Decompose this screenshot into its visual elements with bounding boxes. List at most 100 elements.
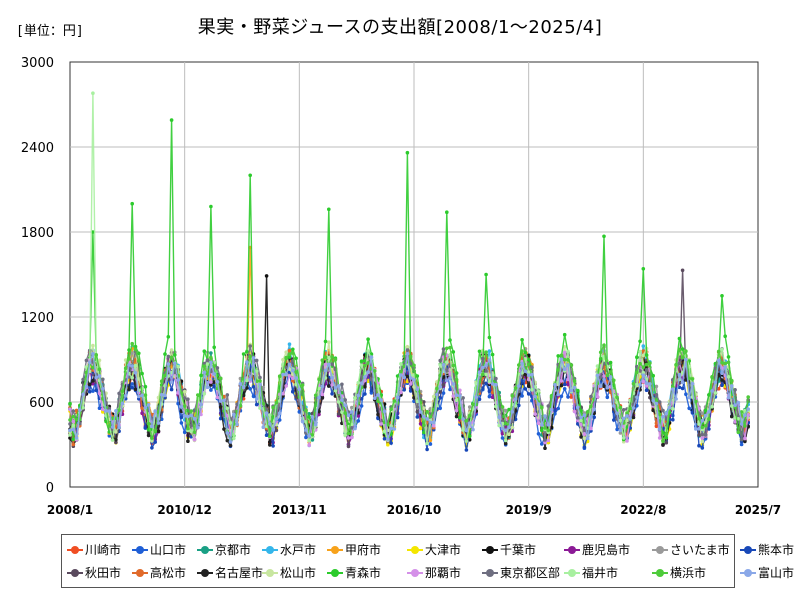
data-point — [313, 422, 318, 427]
data-point — [730, 378, 734, 383]
data-point — [209, 360, 213, 365]
legend-label: 松山市 — [280, 566, 317, 580]
data-point — [733, 403, 737, 408]
data-point — [605, 385, 610, 390]
data-point — [91, 379, 95, 383]
data-point — [304, 428, 308, 432]
data-point — [228, 440, 233, 444]
data-point — [507, 425, 511, 430]
data-point — [140, 393, 144, 398]
data-point — [720, 347, 724, 352]
data-point — [110, 416, 115, 421]
data-point — [680, 380, 685, 385]
data-point — [625, 425, 629, 429]
data-point — [392, 427, 397, 431]
data-point — [94, 353, 98, 357]
data-point — [372, 396, 377, 401]
x-tick-label: 2025/7 — [735, 503, 781, 517]
data-point — [451, 394, 456, 398]
data-point — [408, 354, 413, 359]
data-point — [549, 394, 554, 399]
data-point — [651, 373, 655, 378]
data-point — [572, 409, 577, 414]
data-point — [710, 375, 714, 379]
data-point — [261, 425, 266, 430]
data-point — [562, 332, 567, 337]
data-point — [730, 384, 734, 388]
data-point — [353, 396, 357, 401]
data-point — [176, 378, 180, 382]
legend-label: 大津市 — [425, 543, 462, 557]
data-point — [716, 349, 721, 354]
data-point — [68, 401, 72, 406]
data-point — [333, 386, 338, 390]
data-point — [363, 392, 367, 396]
data-point — [510, 409, 515, 414]
data-point — [625, 411, 629, 416]
data-point — [562, 345, 567, 349]
x-tick-label: 2019/9 — [506, 503, 552, 517]
data-point — [566, 349, 570, 354]
data-point — [464, 418, 469, 423]
data-point — [307, 438, 312, 443]
data-point — [169, 387, 174, 392]
legend-swatch — [652, 545, 668, 555]
data-point — [546, 428, 551, 433]
data-point — [215, 380, 220, 384]
data-point — [330, 362, 334, 367]
data-point — [566, 377, 570, 382]
legend-item: 甲府市 — [327, 541, 381, 558]
data-point — [467, 421, 472, 426]
data-point — [405, 150, 410, 155]
data-point — [503, 428, 508, 433]
legend-item: 鹿児島市 — [564, 541, 630, 558]
y-tick-label: 3000 — [21, 56, 54, 71]
data-point — [271, 405, 275, 410]
x-tick-label: 2016/10 — [387, 503, 441, 517]
data-point — [376, 399, 380, 404]
data-point — [517, 403, 521, 408]
data-point — [120, 401, 125, 406]
data-point — [585, 410, 590, 414]
data-point — [697, 416, 701, 421]
data-point — [700, 411, 705, 416]
data-point — [582, 413, 587, 418]
legend-label: 水戸市 — [280, 543, 317, 557]
data-point — [127, 387, 131, 392]
data-point — [408, 382, 413, 386]
data-point — [523, 387, 528, 391]
data-point — [330, 354, 334, 359]
data-point — [576, 418, 580, 423]
data-point — [510, 394, 515, 398]
data-point — [107, 406, 112, 411]
data-point — [635, 395, 639, 400]
legend-item: 富山市 — [740, 564, 794, 581]
data-point — [615, 395, 619, 400]
data-point — [395, 415, 400, 420]
data-point — [644, 362, 649, 367]
data-point — [327, 355, 331, 360]
data-point — [562, 350, 567, 355]
data-point — [218, 376, 223, 381]
data-point — [595, 364, 600, 368]
data-point — [526, 384, 531, 389]
data-point — [700, 425, 705, 430]
legend-label: 秋田市 — [85, 566, 122, 580]
data-point — [386, 442, 390, 447]
data-point — [228, 443, 233, 448]
data-point — [114, 440, 118, 445]
legend-item: 那覇市 — [407, 564, 461, 581]
data-point — [81, 392, 85, 397]
data-point — [166, 354, 171, 359]
data-point — [635, 364, 639, 369]
data-point — [130, 385, 134, 390]
data-point — [87, 389, 92, 394]
legend-item: 千葉市 — [482, 541, 536, 558]
data-point — [418, 426, 423, 431]
data-point — [274, 400, 279, 405]
data-point — [556, 368, 560, 372]
data-point — [694, 399, 698, 404]
data-point — [530, 388, 534, 392]
legend-swatch — [740, 568, 756, 578]
data-point — [91, 352, 95, 356]
